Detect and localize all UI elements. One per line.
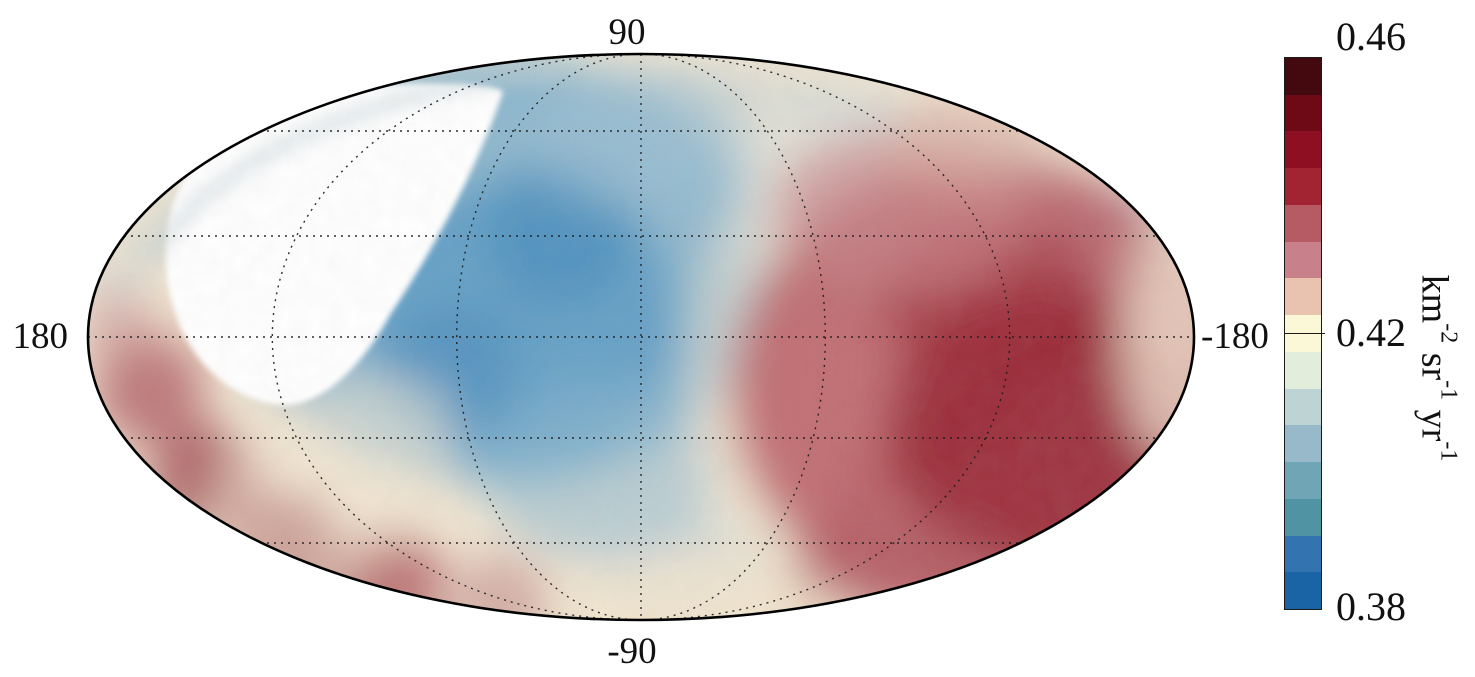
colorbar-segment	[1285, 241, 1321, 279]
colorbar-segment	[1285, 388, 1321, 426]
colorbar-tick-mid: 0.42	[1336, 310, 1406, 355]
colorbar-units-label: km-2 sr-1 yr-1	[1412, 274, 1462, 462]
colorbar-segment	[1285, 131, 1321, 169]
colorbar-segment	[1285, 535, 1321, 573]
axis-label-north-pole: 90	[608, 12, 646, 53]
colorbar-tick-min: 0.38	[1336, 584, 1406, 629]
colorbar-segment	[1285, 498, 1321, 536]
colorbar-segment	[1285, 425, 1321, 463]
colorbar-mid-tick	[1284, 332, 1325, 335]
colorbar-segment	[1285, 168, 1321, 205]
colorbar-segment	[1285, 351, 1321, 389]
map-outline	[86, 52, 1196, 622]
unit-yr: yr	[1413, 400, 1456, 442]
axis-label-south-pole: -90	[607, 631, 657, 672]
colorbar-segment	[1285, 94, 1321, 132]
mollweide-sky-map	[86, 52, 1196, 622]
colorbar-segment	[1285, 204, 1321, 242]
axis-label-left-180: 180	[12, 316, 69, 357]
map-fill	[88, 54, 1194, 620]
unit-sr-exponent: -1	[1435, 380, 1462, 401]
colorbar-segment	[1285, 58, 1321, 95]
colorbar-segment	[1285, 462, 1321, 499]
axis-label-right-minus180: -180	[1201, 316, 1269, 357]
colorbar-segment	[1285, 572, 1321, 610]
unit-sr: sr	[1413, 343, 1456, 381]
colorbar-segment	[1285, 278, 1321, 316]
unit-km-exponent: -2	[1435, 323, 1462, 344]
colorbar-tick-max: 0.46	[1336, 14, 1406, 59]
unit-km: km	[1413, 274, 1456, 324]
unit-yr-exponent: -1	[1435, 441, 1462, 462]
